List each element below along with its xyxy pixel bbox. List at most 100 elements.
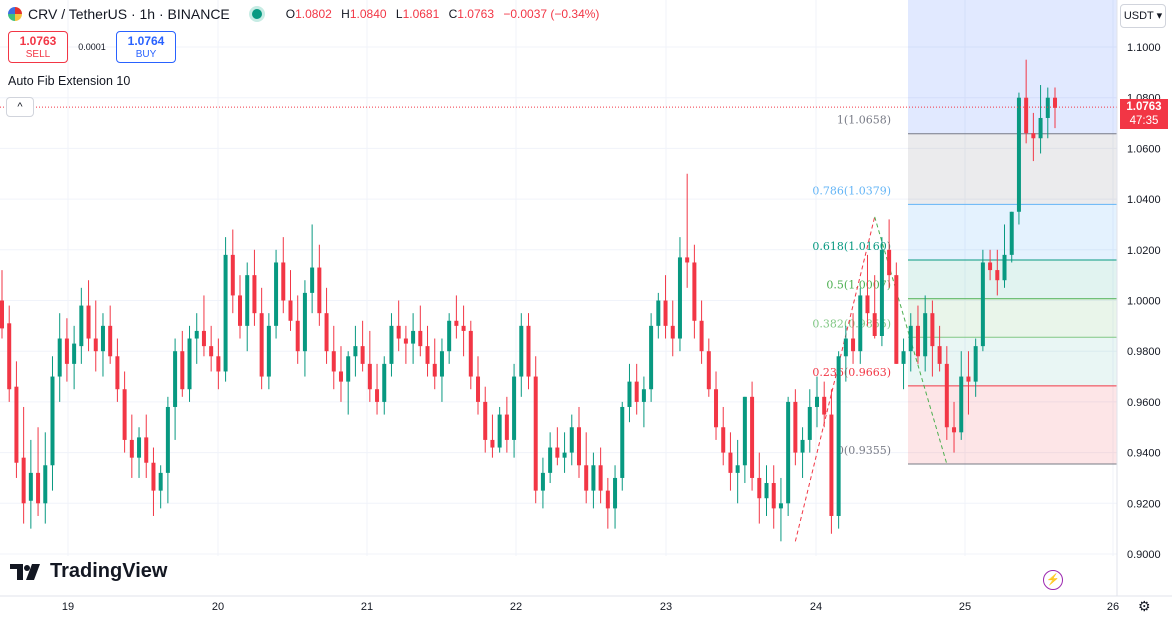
- currency-selector[interactable]: USDT ▾: [1120, 4, 1166, 28]
- price-tick-label: 1.0400: [1127, 194, 1161, 206]
- candle-body: [346, 356, 351, 382]
- candle-body: [519, 325, 524, 377]
- candle-body: [894, 275, 899, 364]
- candle-body: [901, 351, 906, 364]
- candle-body: [158, 472, 163, 491]
- candle-body: [793, 401, 798, 453]
- candle-body: [317, 267, 322, 314]
- candle-body: [144, 437, 149, 463]
- candle-body: [288, 300, 293, 321]
- lightning-icon[interactable]: ⚡: [1043, 570, 1063, 590]
- candle-body: [432, 363, 437, 377]
- candle-body: [238, 295, 243, 326]
- candle-body: [201, 330, 206, 347]
- candle-body: [79, 305, 84, 347]
- candle-body: [865, 295, 870, 314]
- candle-body: [692, 262, 697, 321]
- candle-body: [360, 346, 365, 364]
- candle-body: [7, 323, 12, 390]
- candle-body: [540, 472, 545, 491]
- candle-body: [656, 300, 661, 326]
- candle-body: [50, 376, 55, 466]
- market-status-icon[interactable]: [251, 9, 262, 19]
- symbol-title[interactable]: CRV / TetherUS · 1h · BINANCE: [28, 6, 230, 22]
- current-price-tag: 1.0763 47:35: [1120, 99, 1168, 129]
- candle-body: [1045, 97, 1050, 118]
- candle-body: [548, 447, 553, 473]
- candle-body: [281, 262, 286, 301]
- candle-body: [807, 406, 812, 440]
- time-tick-label: 21: [361, 601, 373, 613]
- candle-body: [677, 257, 682, 339]
- candle-body: [858, 295, 863, 352]
- candle-body: [923, 313, 928, 357]
- indicator-label[interactable]: Auto Fib Extension 10: [8, 74, 131, 88]
- candle-body: [36, 472, 41, 504]
- candle-body: [591, 465, 596, 491]
- candle-body: [28, 472, 33, 501]
- candle-body: [670, 325, 675, 339]
- fib-level-label: 0.618(1.0160): [812, 240, 891, 253]
- fib-level-label: 0(0.9355): [837, 444, 891, 457]
- candle-body: [533, 376, 538, 491]
- fib-zone: [908, 0, 1117, 134]
- candle-body: [872, 313, 877, 336]
- price-tick-label: 0.9800: [1127, 346, 1161, 358]
- candle-body: [930, 313, 935, 347]
- time-tick-label: 22: [510, 601, 522, 613]
- candle-body: [396, 325, 401, 339]
- time-tick-label: 24: [810, 601, 822, 613]
- candle-body: [338, 371, 343, 382]
- candle-body: [879, 249, 884, 336]
- candle-body: [389, 325, 394, 364]
- sell-button[interactable]: 1.0763 SELL: [8, 31, 68, 63]
- candle-body: [980, 262, 985, 347]
- candle-body: [93, 338, 98, 352]
- time-tick-label: 23: [660, 601, 672, 613]
- candle-body: [800, 439, 805, 453]
- fib-level-label: 0.236(0.9663): [812, 366, 891, 379]
- candle-body: [454, 320, 459, 326]
- candle-body: [187, 338, 192, 390]
- price-tick-label: 0.9200: [1127, 498, 1161, 510]
- candle-body: [165, 406, 170, 473]
- tradingview-logo-icon[interactable]: TradingView: [10, 560, 167, 583]
- time-axis[interactable]: 19 20 21 22 23 24 25 26: [0, 595, 1172, 613]
- candle-body: [829, 414, 834, 516]
- candle-body: [468, 330, 473, 377]
- candle-body: [728, 452, 733, 473]
- candle-body: [324, 313, 329, 352]
- candle-body: [403, 338, 408, 344]
- candle-body: [1002, 254, 1007, 281]
- candle-body: [194, 330, 199, 339]
- gear-icon[interactable]: ⚙: [1138, 598, 1151, 614]
- candle-body: [952, 427, 957, 433]
- price-change: −0.0037 (−0.34%): [503, 7, 600, 21]
- candle-body: [750, 396, 755, 478]
- buy-button[interactable]: 1.0764 BUY: [116, 31, 176, 63]
- candle-body: [764, 483, 769, 499]
- candle-body: [122, 389, 127, 440]
- candle-body: [757, 477, 762, 499]
- candle-body: [786, 401, 791, 504]
- candle-body: [57, 338, 62, 377]
- candle-body: [245, 275, 250, 326]
- candle-body: [569, 427, 574, 453]
- price-tick-label: 1.0000: [1127, 296, 1161, 308]
- candle-body: [771, 483, 776, 509]
- price-axis[interactable]: 1.10001.08001.06001.04001.02001.00000.98…: [1116, 0, 1161, 596]
- candle-body: [252, 275, 257, 314]
- price-tick-label: 0.9000: [1127, 549, 1161, 561]
- candle-body: [598, 465, 603, 491]
- chevron-up-icon[interactable]: ^: [6, 97, 34, 117]
- candles: [0, 59, 1117, 542]
- candle-body: [310, 267, 315, 293]
- candle-body: [447, 320, 452, 352]
- fib-level-label: 0.382(0.9855): [812, 317, 891, 330]
- candle-body: [331, 351, 336, 372]
- candle-body: [1024, 97, 1029, 134]
- candle-body: [43, 465, 48, 504]
- candle-body: [1053, 97, 1057, 108]
- candle-body: [353, 346, 358, 357]
